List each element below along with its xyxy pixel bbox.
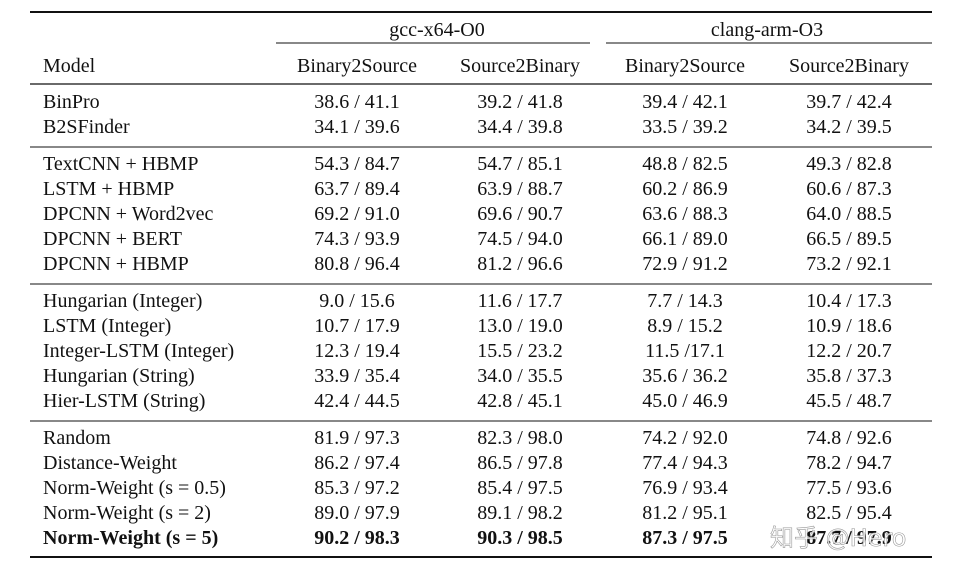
group-header: gcc-x64-O0 — [389, 19, 485, 41]
column-header: Source2Binary — [460, 55, 580, 77]
score-cell: 7.7 / 14.3 — [647, 290, 723, 312]
score-cell: 81.2 / 95.1 — [642, 502, 728, 524]
score-cell: 33.9 / 35.4 — [314, 365, 400, 387]
score-cell: 74.3 / 93.9 — [314, 228, 400, 250]
column-header: Model — [43, 55, 96, 77]
score-cell: 73.2 / 92.1 — [806, 253, 892, 275]
score-cell: 35.8 / 37.3 — [806, 365, 892, 387]
score-cell: 66.1 / 89.0 — [642, 228, 728, 250]
score-cell: 85.3 / 97.2 — [314, 477, 400, 499]
model-name: Integer-LSTM (Integer) — [43, 340, 234, 362]
score-cell: 39.2 / 41.8 — [477, 91, 563, 113]
model-name: Distance-Weight — [43, 452, 177, 474]
score-cell: 49.3 / 82.8 — [806, 153, 892, 175]
score-cell: 54.3 / 84.7 — [314, 153, 400, 175]
column-header: Binary2Source — [297, 55, 417, 77]
score-cell: 10.7 / 17.9 — [314, 315, 400, 337]
score-cell: 8.9 / 15.2 — [647, 315, 723, 337]
model-name: Hungarian (Integer) — [43, 290, 202, 312]
score-cell: 10.4 / 17.3 — [806, 290, 892, 312]
score-cell: 11.6 / 17.7 — [478, 290, 563, 312]
model-name: Hier-LSTM (String) — [43, 390, 205, 412]
watermark: 知乎 @Hero — [770, 524, 906, 552]
score-cell: 48.8 / 82.5 — [642, 153, 728, 175]
score-cell: 45.5 / 48.7 — [806, 390, 892, 412]
score-cell: 74.5 / 94.0 — [477, 228, 563, 250]
score-cell: 66.5 / 89.5 — [806, 228, 892, 250]
model-name: LSTM (Integer) — [43, 315, 171, 337]
score-cell: 81.2 / 96.6 — [477, 253, 563, 275]
model-name: TextCNN + HBMP — [43, 153, 198, 175]
score-cell: 35.6 / 36.2 — [642, 365, 728, 387]
score-cell: 85.4 / 97.5 — [477, 477, 563, 499]
score-cell: 74.8 / 92.6 — [806, 427, 892, 449]
score-cell: 42.4 / 44.5 — [314, 390, 400, 412]
score-cell: 82.3 / 98.0 — [477, 427, 563, 449]
score-cell: 90.3 / 98.5 — [477, 527, 563, 549]
score-cell: 89.0 / 97.9 — [314, 502, 400, 524]
score-cell: 69.6 / 90.7 — [477, 203, 563, 225]
score-cell: 38.6 / 41.1 — [314, 91, 400, 113]
score-cell: 69.2 / 91.0 — [314, 203, 400, 225]
model-name: DPCNN + Word2vec — [43, 203, 214, 225]
score-cell: 34.0 / 35.5 — [477, 365, 563, 387]
group-header: clang-arm-O3 — [711, 19, 823, 41]
score-cell: 9.0 / 15.6 — [319, 290, 395, 312]
score-cell: 80.8 / 96.4 — [314, 253, 400, 275]
score-cell: 34.4 / 39.8 — [477, 116, 563, 138]
score-cell: 60.6 / 87.3 — [806, 178, 892, 200]
score-cell: 74.2 / 92.0 — [642, 427, 728, 449]
score-cell: 10.9 / 18.6 — [806, 315, 892, 337]
score-cell: 87.7 / 97.9 — [806, 527, 892, 549]
score-cell: 39.7 / 42.4 — [806, 91, 892, 113]
score-cell: 86.2 / 97.4 — [314, 452, 400, 474]
score-cell: 63.6 / 88.3 — [642, 203, 728, 225]
score-cell: 81.9 / 97.3 — [314, 427, 400, 449]
model-name: B2SFinder — [43, 116, 130, 138]
score-cell: 87.3 / 97.5 — [642, 527, 728, 549]
model-name: Norm-Weight (s = 5) — [43, 527, 218, 549]
score-cell: 89.1 / 98.2 — [477, 502, 563, 524]
score-cell: 77.5 / 93.6 — [806, 477, 892, 499]
score-cell: 86.5 / 97.8 — [477, 452, 563, 474]
score-cell: 15.5 / 23.2 — [477, 340, 563, 362]
score-cell: 54.7 / 85.1 — [477, 153, 563, 175]
model-name: Random — [43, 427, 111, 449]
model-name: LSTM + HBMP — [43, 178, 174, 200]
model-name: Norm-Weight (s = 2) — [43, 502, 211, 524]
model-name: DPCNN + HBMP — [43, 253, 189, 275]
score-cell: 42.8 / 45.1 — [477, 390, 563, 412]
score-cell: 90.2 / 98.3 — [314, 527, 400, 549]
score-cell: 60.2 / 86.9 — [642, 178, 728, 200]
model-name: Hungarian (String) — [43, 365, 195, 387]
score-cell: 34.2 / 39.5 — [806, 116, 892, 138]
score-cell: 72.9 / 91.2 — [642, 253, 728, 275]
column-header: Source2Binary — [789, 55, 909, 77]
model-name: DPCNN + BERT — [43, 228, 182, 250]
score-cell: 78.2 / 94.7 — [806, 452, 892, 474]
column-header: Binary2Source — [625, 55, 745, 77]
score-cell: 34.1 / 39.6 — [314, 116, 400, 138]
score-cell: 11.5 /17.1 — [645, 340, 725, 362]
score-cell: 39.4 / 42.1 — [642, 91, 728, 113]
score-cell: 45.0 / 46.9 — [642, 390, 728, 412]
score-cell: 82.5 / 95.4 — [806, 502, 892, 524]
score-cell: 77.4 / 94.3 — [642, 452, 728, 474]
score-cell: 12.2 / 20.7 — [806, 340, 892, 362]
score-cell: 64.0 / 88.5 — [806, 203, 892, 225]
score-cell: 33.5 / 39.2 — [642, 116, 728, 138]
score-cell: 12.3 / 19.4 — [314, 340, 400, 362]
model-name: Norm-Weight (s = 0.5) — [43, 477, 226, 499]
score-cell: 63.9 / 88.7 — [477, 178, 563, 200]
score-cell: 13.0 / 19.0 — [477, 315, 563, 337]
score-cell: 76.9 / 93.4 — [642, 477, 728, 499]
score-cell: 63.7 / 89.4 — [314, 178, 400, 200]
model-name: BinPro — [43, 91, 100, 113]
